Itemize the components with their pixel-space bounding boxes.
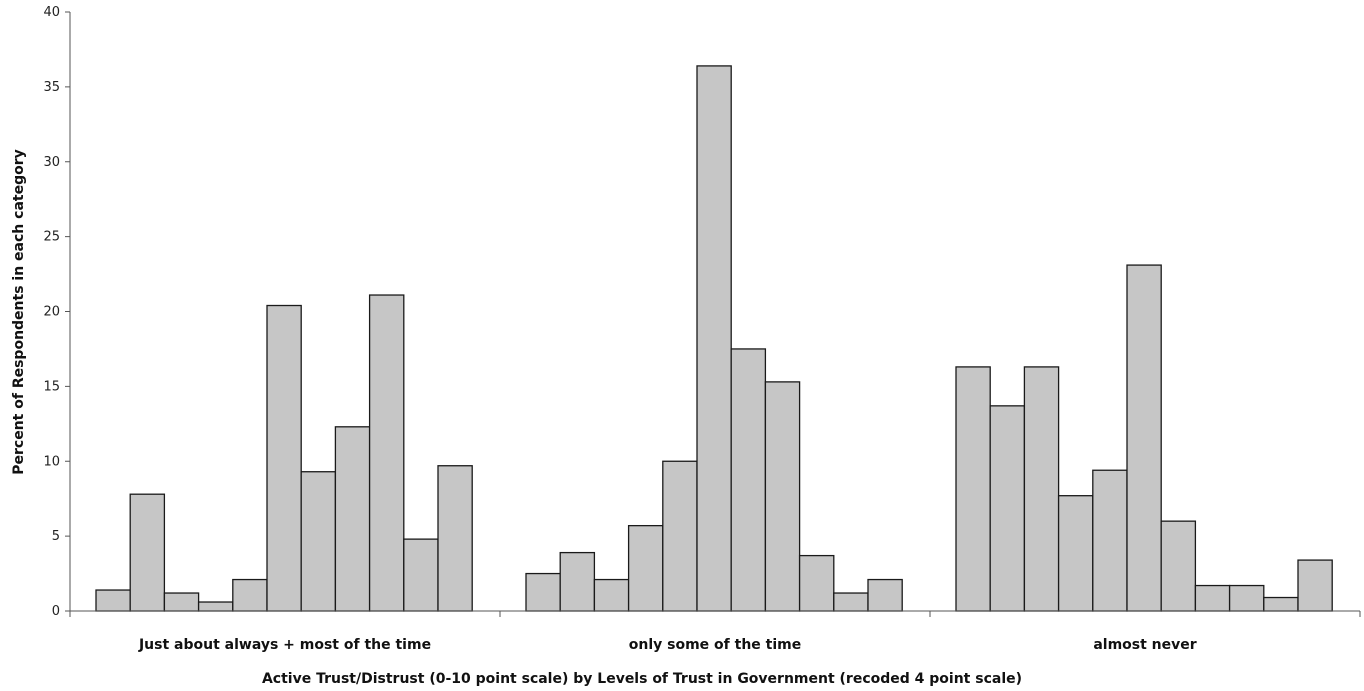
y-tick-label: 10 <box>43 454 60 469</box>
y-tick-label: 40 <box>43 5 60 20</box>
bar <box>232 578 268 612</box>
bar <box>1194 584 1231 612</box>
category-label: almost never <box>1093 637 1196 653</box>
category-label: only some of the time <box>629 637 801 653</box>
bar <box>662 460 698 612</box>
bar <box>1092 469 1128 612</box>
bar <box>1023 366 1060 612</box>
y-tick-label: 0 <box>52 604 60 619</box>
bar <box>867 578 903 612</box>
bar <box>300 471 337 612</box>
bar <box>798 554 835 612</box>
y-tick-label: 30 <box>43 155 60 170</box>
bars-layer <box>95 65 1333 612</box>
bar <box>833 592 869 612</box>
y-tick-label: 15 <box>43 379 60 394</box>
bar <box>559 551 596 612</box>
bar <box>403 538 439 612</box>
bar <box>368 294 405 612</box>
bar <box>95 589 131 612</box>
y-tick-label: 25 <box>43 230 60 245</box>
bar <box>129 493 166 612</box>
bar <box>1297 559 1333 612</box>
bar <box>1126 264 1162 612</box>
bar <box>955 366 991 612</box>
bar <box>764 381 801 612</box>
x-axis-title: Active Trust/Distrust (0-10 point scale)… <box>262 671 1022 687</box>
y-tick-label: 5 <box>52 529 60 544</box>
bar <box>1228 584 1265 612</box>
bar <box>730 348 767 612</box>
bar <box>334 426 371 612</box>
x-axis: Just about always + most of the time only… <box>69 610 1361 653</box>
bar <box>1057 495 1094 612</box>
y-axis: 0 5 10 15 20 25 30 35 40 <box>43 5 71 619</box>
bar <box>593 578 630 612</box>
bar <box>627 524 664 612</box>
y-tick-label: 20 <box>43 305 60 320</box>
bar <box>696 65 732 612</box>
bar <box>1160 520 1197 612</box>
y-axis-title: Percent of Respondents in each category <box>11 149 27 475</box>
y-tick-label: 35 <box>43 80 60 95</box>
bar <box>1263 596 1299 612</box>
bar <box>989 405 1026 612</box>
bar <box>437 465 473 612</box>
bar <box>266 304 302 612</box>
bar <box>163 592 200 612</box>
bar <box>197 601 234 612</box>
bar <box>525 572 561 612</box>
category-label: Just about always + most of the time <box>138 637 431 653</box>
